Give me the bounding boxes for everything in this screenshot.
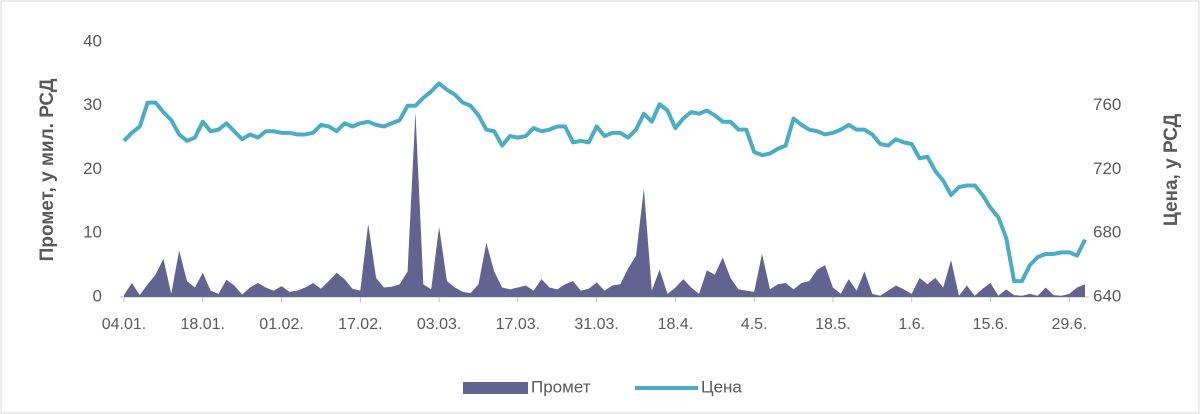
x-tick-label: 01.02. — [259, 316, 303, 333]
x-tick-label: 04.01. — [102, 316, 146, 333]
y-axis-title: Промет, у мил. РСД — [37, 78, 58, 261]
legend-label: Промет — [531, 377, 591, 396]
y2-tick-label: 680 — [1093, 223, 1121, 242]
x-tick-label: 29.6. — [1051, 316, 1087, 333]
y-tick-label: 10 — [83, 223, 102, 242]
x-tick-label: 18.5. — [815, 316, 851, 333]
legend-swatch — [463, 382, 528, 394]
price-line — [122, 81, 1087, 284]
x-tick-label: 03.03. — [417, 316, 461, 333]
x-tick-label: 4.5. — [741, 316, 768, 333]
x-tick-label: 17.02. — [338, 316, 382, 333]
legend-label: Цена — [701, 377, 742, 396]
y2-tick-label: 640 — [1093, 286, 1121, 305]
y-tick-label: 40 — [83, 31, 102, 50]
y2-tick-label: 720 — [1093, 159, 1121, 178]
y2-tick-label: 760 — [1093, 95, 1121, 114]
x-tick-label: 18.4. — [658, 316, 694, 333]
x-tick-label: 15.6. — [973, 316, 1009, 333]
x-tick-label: 18.01. — [181, 316, 225, 333]
x-tick-label: 1.6. — [898, 316, 925, 333]
x-tick-label: 31.03. — [574, 316, 618, 333]
y-tick-label: 0 — [93, 286, 102, 305]
x-tick-label: 17.03. — [496, 316, 540, 333]
y2-axis-title: Цена, у РСД — [1161, 113, 1182, 226]
y-tick-label: 20 — [83, 159, 102, 178]
y-tick-label: 30 — [83, 95, 102, 114]
